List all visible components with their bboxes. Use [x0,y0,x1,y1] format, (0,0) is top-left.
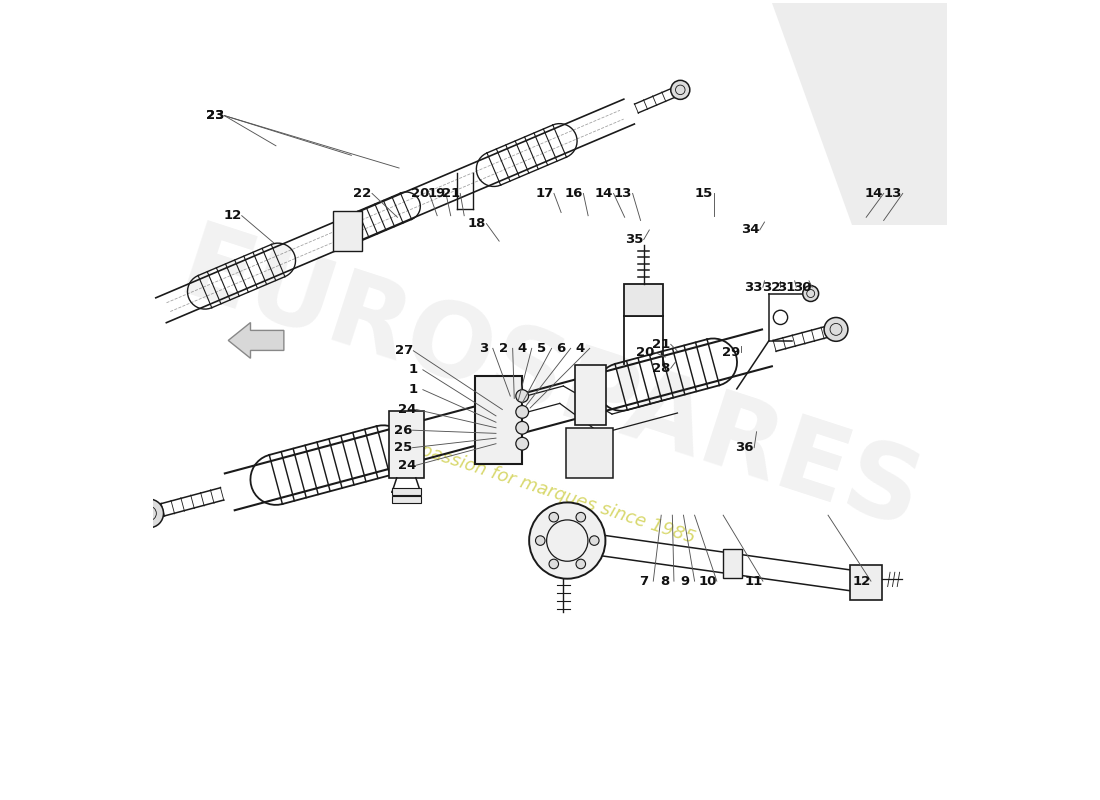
Text: 9: 9 [681,574,690,588]
FancyBboxPatch shape [574,365,606,426]
Circle shape [516,422,529,434]
Text: 28: 28 [652,362,670,374]
Text: 22: 22 [353,187,372,200]
Polygon shape [229,322,284,358]
Text: 4: 4 [575,342,585,355]
Text: 3: 3 [478,342,488,355]
Text: 21: 21 [441,187,460,200]
Text: 26: 26 [394,424,412,437]
Polygon shape [772,2,947,226]
Circle shape [549,513,559,522]
Text: 4: 4 [518,342,527,355]
Text: 23: 23 [206,109,224,122]
Circle shape [549,559,559,569]
Text: 13: 13 [614,187,632,200]
Text: 12: 12 [852,574,870,588]
Text: 18: 18 [468,217,486,230]
Text: 1: 1 [409,363,418,376]
Circle shape [135,499,164,528]
Text: 30: 30 [793,281,812,294]
Text: 34: 34 [741,223,759,237]
Circle shape [536,536,544,546]
Text: 29: 29 [722,346,740,359]
Text: 2: 2 [498,342,508,355]
Bar [333,211,362,251]
Bar [392,496,420,502]
Circle shape [576,559,585,569]
Text: 15: 15 [695,187,713,200]
Text: 7: 7 [639,574,648,588]
Text: 33: 33 [744,281,762,294]
Text: 12: 12 [223,209,241,222]
Bar [565,427,614,478]
Text: 32: 32 [761,281,780,294]
Text: 25: 25 [394,441,412,454]
Text: 35: 35 [625,233,644,246]
Text: 14: 14 [865,187,883,200]
Circle shape [803,286,818,302]
Circle shape [576,513,585,522]
Text: 36: 36 [736,441,754,454]
Text: 21: 21 [652,338,670,351]
Text: a passion for marques since 1985: a passion for marques since 1985 [403,436,697,547]
Circle shape [824,318,848,342]
Text: 5: 5 [538,342,547,355]
Text: 1: 1 [409,383,418,396]
Text: 13: 13 [884,187,902,200]
Text: 17: 17 [536,187,553,200]
Circle shape [84,326,107,350]
Bar [850,565,882,600]
Circle shape [671,80,690,99]
FancyBboxPatch shape [474,376,522,463]
Bar [392,488,420,494]
Text: 20: 20 [636,346,654,359]
Text: 23: 23 [206,109,224,122]
Text: 31: 31 [778,281,796,294]
Circle shape [516,406,529,418]
Circle shape [516,390,529,402]
Text: 20: 20 [410,187,429,200]
Bar [624,285,663,316]
Text: 6: 6 [557,342,565,355]
Text: EUROSPARES: EUROSPARES [167,217,933,551]
Text: 8: 8 [660,574,669,588]
Text: 11: 11 [745,574,762,588]
Text: 14: 14 [595,187,613,200]
Circle shape [516,438,529,450]
Circle shape [590,536,600,546]
Text: 27: 27 [395,344,412,358]
Bar [723,550,743,578]
Text: 19: 19 [427,187,446,200]
Text: 24: 24 [398,403,416,416]
Text: 10: 10 [698,574,716,588]
Text: 16: 16 [564,187,583,200]
FancyBboxPatch shape [388,411,424,478]
Circle shape [529,502,605,578]
Text: 24: 24 [398,458,416,472]
